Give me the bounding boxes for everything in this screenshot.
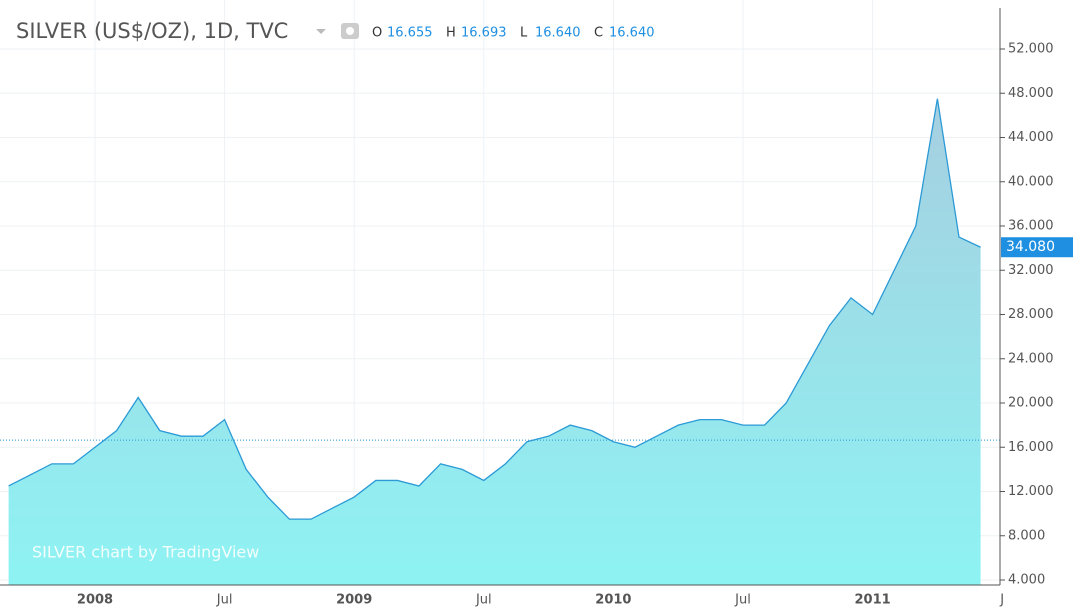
- price-line: [8, 98, 981, 520]
- y-tick-label: 36.000: [1008, 219, 1054, 234]
- y-tick-label: 4.000: [1008, 573, 1045, 588]
- y-tick-label: 12.000: [1008, 484, 1054, 499]
- y-tick-label: 44.000: [1008, 130, 1054, 145]
- dropdown-icon: [316, 29, 326, 34]
- y-tick-label: 40.000: [1008, 174, 1054, 189]
- x-tick-label: Jul: [475, 593, 492, 608]
- x-tick-label: 2009: [336, 593, 372, 608]
- x-tick-label: Jul: [734, 593, 751, 608]
- ohlc-value: 16.640: [535, 26, 581, 41]
- ohlc-key: O: [372, 26, 382, 41]
- area-fill: [8, 98, 981, 585]
- ohlc-value: 16.655: [387, 26, 433, 41]
- x-tick-label: 2011: [855, 593, 891, 608]
- y-tick-label: 16.000: [1008, 440, 1054, 455]
- x-tick-label: 2008: [77, 593, 113, 608]
- x-tick-label: Jul: [216, 593, 233, 608]
- y-tick-label: 32.000: [1008, 263, 1054, 278]
- y-tick-label: 52.000: [1008, 42, 1054, 57]
- ohlc-key: L: [520, 26, 528, 41]
- ohlc-key: C: [594, 26, 603, 41]
- last-value-label: 34.080: [1006, 239, 1055, 255]
- eye-icon-pupil: [346, 27, 354, 35]
- watermark: SILVER chart by TradingView: [32, 543, 259, 562]
- x-tick-label: J: [999, 593, 1004, 608]
- ohlc-key: H: [446, 26, 456, 41]
- chart-title: SILVER (US$/OZ), 1D, TVC: [16, 19, 288, 43]
- y-tick-label: 24.000: [1008, 351, 1054, 366]
- y-tick-label: 48.000: [1008, 86, 1054, 101]
- y-tick-label: 28.000: [1008, 307, 1054, 322]
- y-tick-label: 8.000: [1008, 528, 1045, 543]
- ohlc-value: 16.640: [609, 26, 655, 41]
- ohlc-value: 16.693: [461, 26, 507, 41]
- last-value-box: [1001, 237, 1073, 258]
- x-tick-label: 2010: [595, 593, 631, 608]
- y-tick-label: 20.000: [1008, 396, 1054, 411]
